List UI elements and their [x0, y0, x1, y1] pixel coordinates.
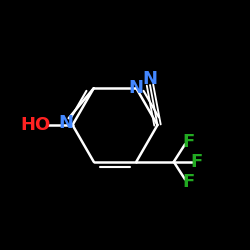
Text: N: N — [129, 79, 144, 97]
Text: F: F — [183, 173, 195, 191]
Text: N: N — [142, 70, 158, 88]
Text: F: F — [190, 153, 202, 171]
Text: HO: HO — [20, 116, 50, 134]
Text: N: N — [59, 114, 74, 132]
Text: F: F — [183, 133, 195, 151]
